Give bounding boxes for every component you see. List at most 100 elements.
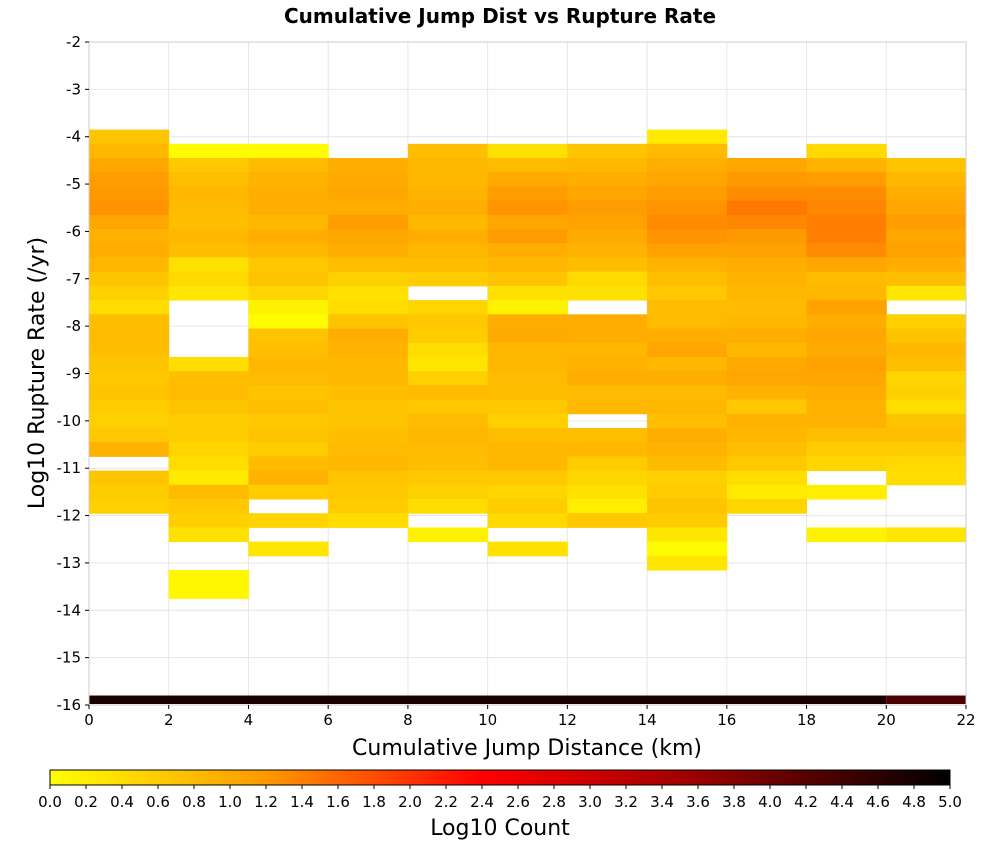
heatmap-cell: [168, 243, 249, 258]
y-tick-label: -15: [57, 649, 82, 667]
heatmap-cell: [487, 385, 568, 401]
heatmap-cell: [248, 186, 329, 202]
heatmap-cell: [806, 158, 887, 173]
x-tick-label: 4: [244, 711, 254, 729]
x-tick-label: 12: [558, 711, 577, 729]
heatmap-cell: [487, 413, 568, 429]
x-axis-ticks: 0 2 4 6 8 10 12 14 16 18 20 22: [84, 705, 976, 729]
heatmap-cell: [168, 229, 249, 244]
heatmap-cell: [806, 371, 887, 386]
heatmap-cell: [567, 399, 648, 415]
heatmap-cell: [89, 695, 887, 704]
heatmap-cell: [726, 399, 808, 415]
colorbar-tick-label: 1.2: [254, 793, 278, 811]
heatmap-cell: [806, 356, 887, 372]
colorbar-tick-label: 2.4: [470, 793, 494, 811]
heatmap-cell: [328, 229, 409, 244]
heatmap-cell: [328, 257, 409, 273]
heatmap-cell: [726, 385, 808, 401]
heatmap-cell: [248, 385, 329, 401]
heatmap-cell: [407, 442, 489, 457]
heatmap-cell: [806, 385, 887, 401]
heatmap-cell: [89, 229, 170, 244]
heatmap-cell: [647, 229, 728, 244]
heatmap-cell: [168, 484, 249, 500]
heatmap-cell: [886, 229, 967, 244]
heatmap-cell: [806, 271, 887, 287]
heatmap-cell: [89, 285, 170, 301]
heatmap-cell: [89, 200, 170, 216]
colorbar-tick-label: 4.2: [794, 793, 818, 811]
heatmap-cell: [806, 484, 887, 500]
colorbar-tick-label: 0.8: [182, 793, 206, 811]
heatmap-cell: [886, 214, 967, 230]
heatmap-cell: [647, 541, 728, 557]
heatmap-cell: [487, 427, 568, 443]
heatmap-cell: [248, 300, 329, 315]
heatmap-cell: [248, 470, 329, 486]
heatmap-cell: [567, 328, 648, 344]
colorbar-tick-label: 2.2: [434, 793, 458, 811]
heatmap-cell: [248, 200, 329, 216]
heatmap-cell: [647, 243, 728, 258]
heatmap-cell: [168, 356, 249, 372]
heatmap-cell: [567, 342, 648, 358]
heatmap-cell: [726, 427, 808, 443]
x-tick-label: 16: [717, 711, 736, 729]
heatmap-cell: [407, 356, 489, 372]
heatmap-cell: [647, 456, 728, 472]
y-axis-label: Log10 Rupture Rate (/yr): [25, 237, 50, 509]
heatmap-cell: [248, 243, 329, 258]
heatmap-cell: [248, 442, 329, 457]
heatmap-cell: [89, 143, 170, 159]
colorbar-tick-label: 4.4: [830, 793, 854, 811]
heatmap-cell: [248, 143, 329, 159]
heatmap-cell: [168, 413, 249, 429]
heatmap-cell: [328, 172, 409, 187]
heatmap-cell: [407, 200, 489, 216]
y-tick-label: -5: [66, 175, 81, 193]
heatmap-cell: [487, 442, 568, 457]
heatmap-cell: [886, 399, 967, 415]
heatmap-cell: [328, 285, 409, 301]
heatmap-cell: [248, 172, 329, 187]
colorbar-tick-label: 2.8: [542, 793, 566, 811]
colorbar-label: Log10 Count: [430, 816, 570, 841]
heatmap-cell: [647, 214, 728, 230]
heatmap-cell: [647, 356, 728, 372]
heatmap-cell: [407, 470, 489, 486]
heatmap-cell: [726, 271, 808, 287]
heatmap-cell: [328, 413, 409, 429]
heatmap-cell: [886, 314, 967, 330]
heatmap-cell: [647, 172, 728, 187]
colorbar-tick-label: 3.0: [578, 793, 602, 811]
heatmap-cell: [168, 427, 249, 443]
heatmap-cell: [248, 513, 329, 528]
heatmap-cell: [567, 371, 648, 386]
heatmap-cell: [168, 371, 249, 386]
heatmap-cell: [647, 158, 728, 173]
heatmap-cell: [89, 427, 170, 443]
heatmap-cell: [407, 186, 489, 202]
heatmap-cell: [89, 214, 170, 230]
heatmap-cell: [248, 413, 329, 429]
heatmap-cell: [567, 172, 648, 187]
heatmap-cell: [407, 257, 489, 273]
heatmap-cell: [487, 172, 568, 187]
heatmap-cell: [487, 342, 568, 358]
heatmap-cell: [248, 541, 329, 557]
heatmap-cell: [168, 570, 249, 585]
heatmap-cell: [328, 484, 409, 500]
heatmap-cell: [89, 328, 170, 344]
heatmap-cell: [647, 186, 728, 202]
heatmap-cell: [328, 385, 409, 401]
heatmap-cell: [806, 328, 887, 344]
heatmap-cell: [886, 172, 967, 187]
x-tick-label: 18: [797, 711, 816, 729]
heatmap-cell: [567, 143, 648, 159]
heatmap-cell: [886, 342, 967, 358]
heatmap-cell: [647, 342, 728, 358]
colorbar-tick-label: 1.6: [326, 793, 350, 811]
heatmap-cell: [806, 342, 887, 358]
heatmap-cell: [886, 442, 967, 457]
